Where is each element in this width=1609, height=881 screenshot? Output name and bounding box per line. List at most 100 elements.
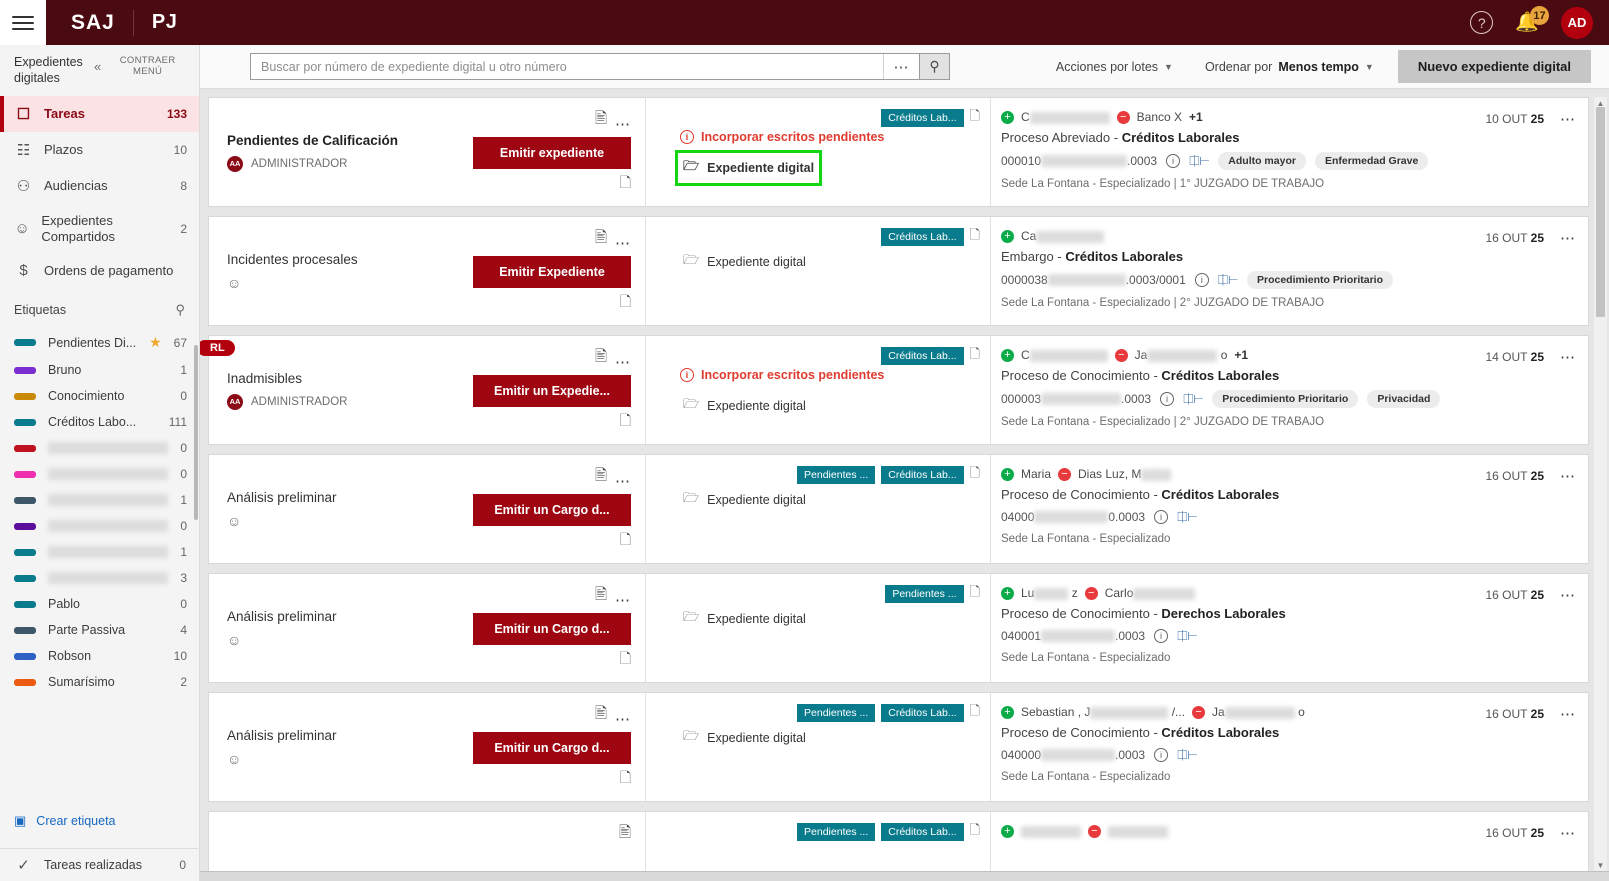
tag-item[interactable]: 0 [0,461,199,487]
tag-badge[interactable]: Créditos Lab... [881,109,964,127]
search-box[interactable]: ⋯ [250,53,920,80]
task-card[interactable]: 🖹 Pendientes ... Créditos Lab... 🗋 + −16 OUT … [208,811,1589,871]
sort-dropdown[interactable]: Ordenar por Menos tempo ▼ [1189,60,1390,74]
card-more-menu[interactable]: ⋯ [1560,706,1576,723]
batch-actions-dropdown[interactable]: Acciones por lotes ▼ [1040,60,1189,74]
info-icon[interactable]: i [1160,392,1175,406]
add-note-icon[interactable]: 🗋 [619,531,631,547]
add-tag-icon[interactable]: 🗋 [969,822,980,837]
tag-item[interactable]: Robson 10 [0,643,199,669]
tag-badge[interactable]: Pendientes ... [797,823,876,841]
sidebar-item-audiencias[interactable]: ⚇ Audiencias 8 [0,168,199,204]
document-info-icon[interactable]: 🖹 [594,705,607,722]
expediente-digital-link[interactable]: 🗁 Expediente digital [680,725,809,751]
task-card[interactable]: Análisis preliminar ☺ 🖹 ⋯ Emitir un Cargo d.… [208,692,1589,802]
case-tree-icon[interactable]: ⎅⊢ [1177,628,1198,643]
add-note-icon[interactable]: 🗋 [619,650,631,666]
card-more-menu[interactable]: ⋯ [615,116,631,133]
scroll-down-arrow[interactable]: ▼ [1596,860,1605,870]
search-input[interactable] [261,59,883,74]
card-more-menu[interactable]: ⋯ [615,235,631,252]
more-options-icon[interactable]: ⋯ [883,54,919,79]
card-more-menu[interactable]: ⋯ [1560,111,1576,128]
assign-user-icon[interactable]: ☺ [227,631,242,648]
tag-item[interactable]: Conocimiento 0 [0,383,199,409]
card-more-menu[interactable]: ⋯ [615,473,631,490]
menu-toggle-button[interactable] [0,0,46,45]
emit-button[interactable]: Emitir un Cargo d... [473,612,631,645]
avatar[interactable]: AD [1561,6,1593,39]
assign-user-icon[interactable]: ☺ [227,274,242,291]
expediente-digital-link[interactable]: 🗁 Expediente digital [680,606,809,632]
card-more-menu[interactable]: ⋯ [615,711,631,728]
cards-scrollbar[interactable]: ▲ ▼ [1594,97,1607,871]
tag-badge[interactable]: Créditos Lab... [881,228,964,246]
tag-item[interactable]: 0 [0,513,199,539]
document-info-icon[interactable]: 🖹 [594,586,607,603]
star-icon[interactable]: ★ [149,334,162,351]
add-tag-icon[interactable]: 🗋 [969,227,980,242]
add-tag-icon[interactable]: 🗋 [969,703,980,718]
info-icon[interactable]: i [1154,510,1169,524]
tag-item[interactable]: Créditos Labo... 111 [0,409,199,435]
expediente-digital-link[interactable]: 🗁 Expediente digital [680,487,809,513]
card-more-menu[interactable]: ⋯ [615,592,631,609]
case-tree-icon[interactable]: ⎅⊢ [1183,391,1204,406]
completed-tasks-item[interactable]: ✓ Tareas realizadas 0 [0,848,198,881]
add-note-icon[interactable]: 🗋 [619,412,631,428]
case-tree-icon[interactable]: ⎅⊢ [1217,272,1238,287]
scroll-up-arrow[interactable]: ▲ [1596,98,1605,108]
emit-button[interactable]: Emitir un Expedie... [473,374,631,407]
task-card[interactable]: Pendientes de Calificación AA ADMINISTRADO… [208,97,1589,207]
add-note-icon[interactable]: 🗋 [619,769,631,785]
cards-scroll-thumb[interactable] [1596,107,1605,317]
card-more-menu[interactable]: ⋯ [1560,349,1576,366]
create-tag-button[interactable]: ▣ Crear etiqueta [0,805,198,837]
tag-item[interactable]: Bruno 1 [0,357,199,383]
add-note-icon[interactable]: 🗋 [619,174,631,190]
add-note-icon[interactable]: 🗋 [619,293,631,309]
document-info-icon[interactable]: 🖹 [594,110,607,127]
info-icon[interactable]: i [1166,154,1181,168]
assign-user-icon[interactable]: ☺ [227,750,242,767]
card-more-menu[interactable]: ⋯ [615,354,631,371]
sidebar-item-tareas[interactable]: ☐ Tareas 133 [0,96,199,133]
sidebar-item-ordens-de-pagamento[interactable]: $ Ordens de pagamento [0,253,199,288]
collapse-menu-button[interactable]: « CONTRAER MENÚ [94,55,189,78]
emit-button[interactable]: Emitir un Cargo d... [473,493,631,526]
tag-item[interactable]: Pendientes Di... ★ 67 [0,328,199,357]
tag-item[interactable]: Parte Passiva 4 [0,617,199,643]
help-icon[interactable]: ? [1470,11,1494,34]
card-more-menu[interactable]: ⋯ [1560,468,1576,485]
expediente-digital-link[interactable]: 🗁 Expediente digital [680,249,809,275]
tag-badge[interactable]: Pendientes ... [797,704,876,722]
add-tag-icon[interactable]: 🗋 [969,346,980,361]
document-info-icon[interactable]: 🖹 [594,229,607,246]
card-more-menu[interactable]: ⋯ [1560,230,1576,247]
task-card[interactable]: Incidentes procesales ☺ 🖹 ⋯ Emitir Expedient… [208,216,1589,326]
expediente-digital-link[interactable]: 🗁 Expediente digital [680,393,809,419]
emit-button[interactable]: Emitir un Cargo d... [473,731,631,764]
new-case-button[interactable]: Nuevo expediente digital [1397,50,1591,83]
tag-badge[interactable]: Pendientes ... [797,466,876,484]
document-info-icon[interactable]: 🖹 [594,467,607,484]
card-more-menu[interactable]: ⋯ [1560,587,1576,604]
tag-item[interactable]: 0 [0,435,199,461]
sidebar-item-plazos[interactable]: ☷ Plazos 10 [0,132,199,168]
document-info-icon[interactable]: 🖹 [618,824,631,841]
document-info-icon[interactable]: 🖹 [594,348,607,365]
tag-item[interactable]: 3 [0,565,199,591]
notifications-button[interactable]: 🔔 17 [1515,6,1549,32]
info-icon[interactable]: i [1154,748,1169,762]
case-tree-icon[interactable]: ⎅⊢ [1177,509,1198,524]
pending-writs-warning[interactable]: i Incorporar escritos pendientes [680,368,980,382]
card-more-menu[interactable]: ⋯ [1560,825,1576,842]
emit-button[interactable]: Emitir expediente [473,136,631,169]
tag-item[interactable]: 1 [0,487,199,513]
task-card[interactable]: RL Inadmisibles AA ADMINISTRADOR 🖹 ⋯ Emitir un… [200,335,1589,445]
pending-writs-warning[interactable]: i Incorporar escritos pendientes [680,130,980,144]
tag-badge[interactable]: Pendientes ... [885,585,964,603]
case-tree-icon[interactable]: ⎅⊢ [1177,747,1198,762]
tag-badge[interactable]: Créditos Lab... [881,466,964,484]
task-card[interactable]: Análisis preliminar ☺ 🖹 ⋯ Emitir un Cargo d.… [208,573,1589,683]
